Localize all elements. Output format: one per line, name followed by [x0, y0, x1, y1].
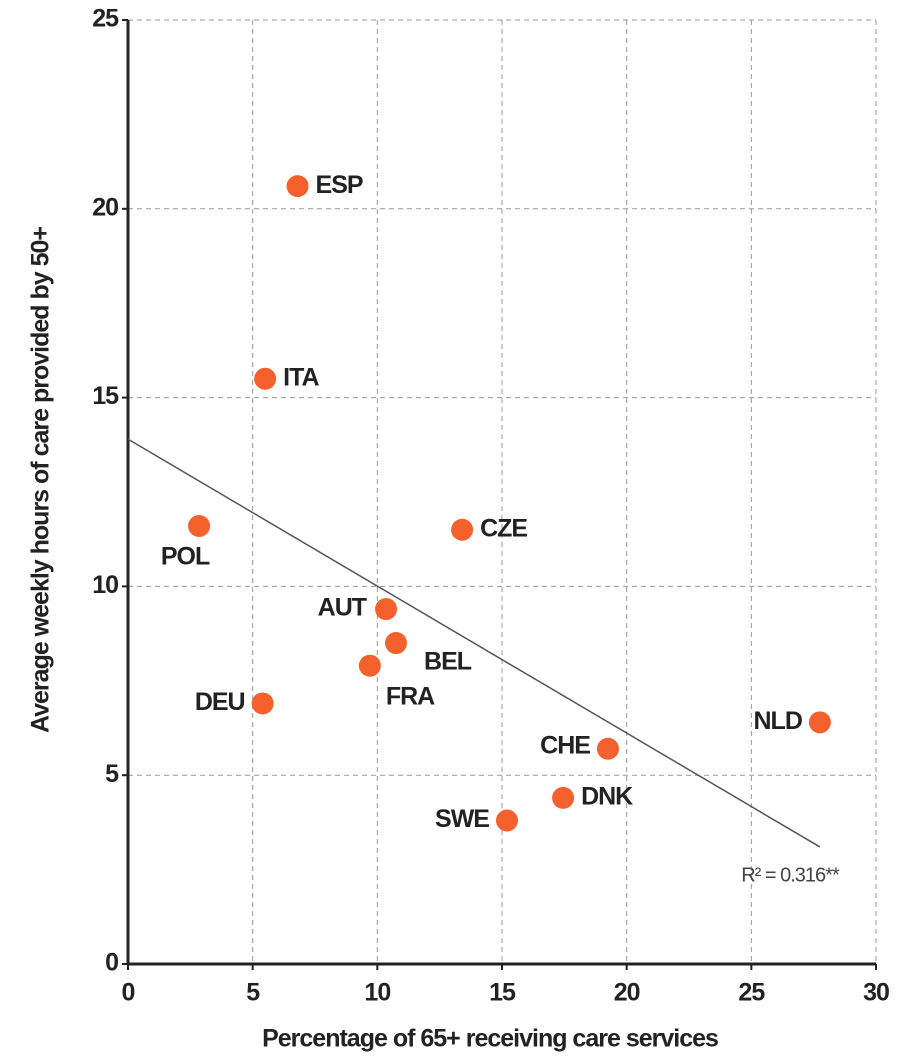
trend-line — [127, 438, 821, 848]
point — [451, 518, 474, 541]
x-axis-label: Percentage of 65+ receiving care service… — [262, 1025, 718, 1053]
y-tick-label: 5 — [105, 760, 119, 788]
x-tick-label: 0 — [122, 979, 135, 1007]
x-tick-label: 20 — [614, 979, 640, 1007]
x-tick-label: 30 — [863, 979, 889, 1007]
point-label: AUT — [318, 594, 367, 622]
point — [385, 632, 408, 655]
point-label: CZE — [480, 514, 527, 542]
y-tick-label: 0 — [105, 949, 118, 977]
point-label: SWE — [435, 805, 489, 833]
y-tick-label: 25 — [92, 5, 119, 33]
point-label: ITA — [283, 363, 319, 391]
point — [552, 786, 575, 809]
point-label: DEU — [195, 688, 245, 716]
point-label: DNK — [581, 782, 633, 810]
point — [596, 737, 619, 760]
point — [251, 692, 274, 715]
point-label: ESP — [316, 171, 363, 199]
point-label: BEL — [424, 648, 472, 676]
point — [375, 598, 398, 621]
y-tick-label: 15 — [92, 382, 119, 410]
point — [808, 711, 831, 734]
point — [495, 809, 518, 832]
point-label: NLD — [754, 707, 802, 735]
annotation: R² = 0.316** — [741, 864, 840, 886]
y-tick-label: 10 — [92, 571, 118, 599]
x-tick-label: 10 — [364, 979, 390, 1007]
point-label: CHE — [540, 731, 590, 759]
point-label: POL — [161, 543, 210, 571]
point — [358, 654, 381, 677]
y-tick-label: 20 — [92, 193, 118, 221]
x-tick-label: 25 — [738, 979, 765, 1007]
point-label: FRA — [386, 682, 435, 710]
point — [286, 175, 309, 198]
x-tick-label: 5 — [246, 979, 260, 1007]
point — [254, 367, 277, 390]
y-axis-label: Average weekly hours of care provided by… — [27, 227, 55, 733]
x-tick-label: 15 — [489, 979, 516, 1007]
point — [188, 514, 211, 537]
